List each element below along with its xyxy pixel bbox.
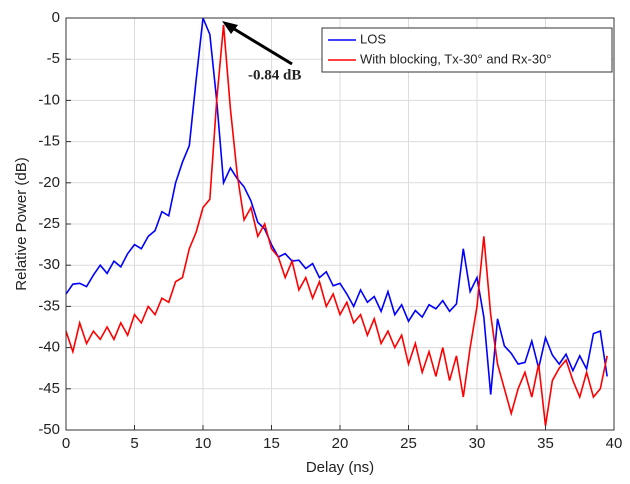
x-tick-label: 40 — [606, 435, 623, 452]
y-tick-label: -50 — [38, 421, 60, 438]
series-line — [65, 24, 608, 426]
x-axis-label: Delay (ns) — [306, 459, 374, 476]
annotation: -0.84 dB — [248, 67, 301, 83]
x-tick-label: 15 — [263, 435, 280, 452]
y-tick-label: -35 — [38, 297, 60, 314]
y-axis-label: Relative Power (dB) — [13, 157, 30, 290]
legend-label: LOS — [360, 31, 386, 46]
x-tick-label: 10 — [195, 435, 212, 452]
x-tick-label: 5 — [130, 435, 138, 452]
x-tick-label: 30 — [469, 435, 486, 452]
legend-box — [321, 27, 613, 73]
y-tick-label: -5 — [47, 50, 60, 67]
y-tick-label: -45 — [38, 380, 60, 397]
y-tick-label: -10 — [38, 91, 60, 108]
y-tick-label: -30 — [38, 256, 60, 273]
y-tick-label: -25 — [38, 215, 60, 232]
arrow-head — [222, 21, 238, 34]
y-tick-label: -15 — [38, 133, 60, 150]
annotation-arrow — [225, 22, 293, 66]
x-tick-label: 25 — [400, 435, 417, 452]
x-tick-label: 20 — [332, 435, 349, 452]
y-tick-label: -40 — [38, 339, 60, 356]
y-tick-label: -20 — [38, 174, 60, 191]
series-line — [65, 17, 608, 395]
y-tick-label: 0 — [52, 9, 60, 26]
x-tick-label: 0 — [62, 435, 70, 452]
legend-label: With blocking, Tx-30° and Rx-30° — [360, 51, 552, 66]
x-tick-label: 35 — [537, 435, 554, 452]
